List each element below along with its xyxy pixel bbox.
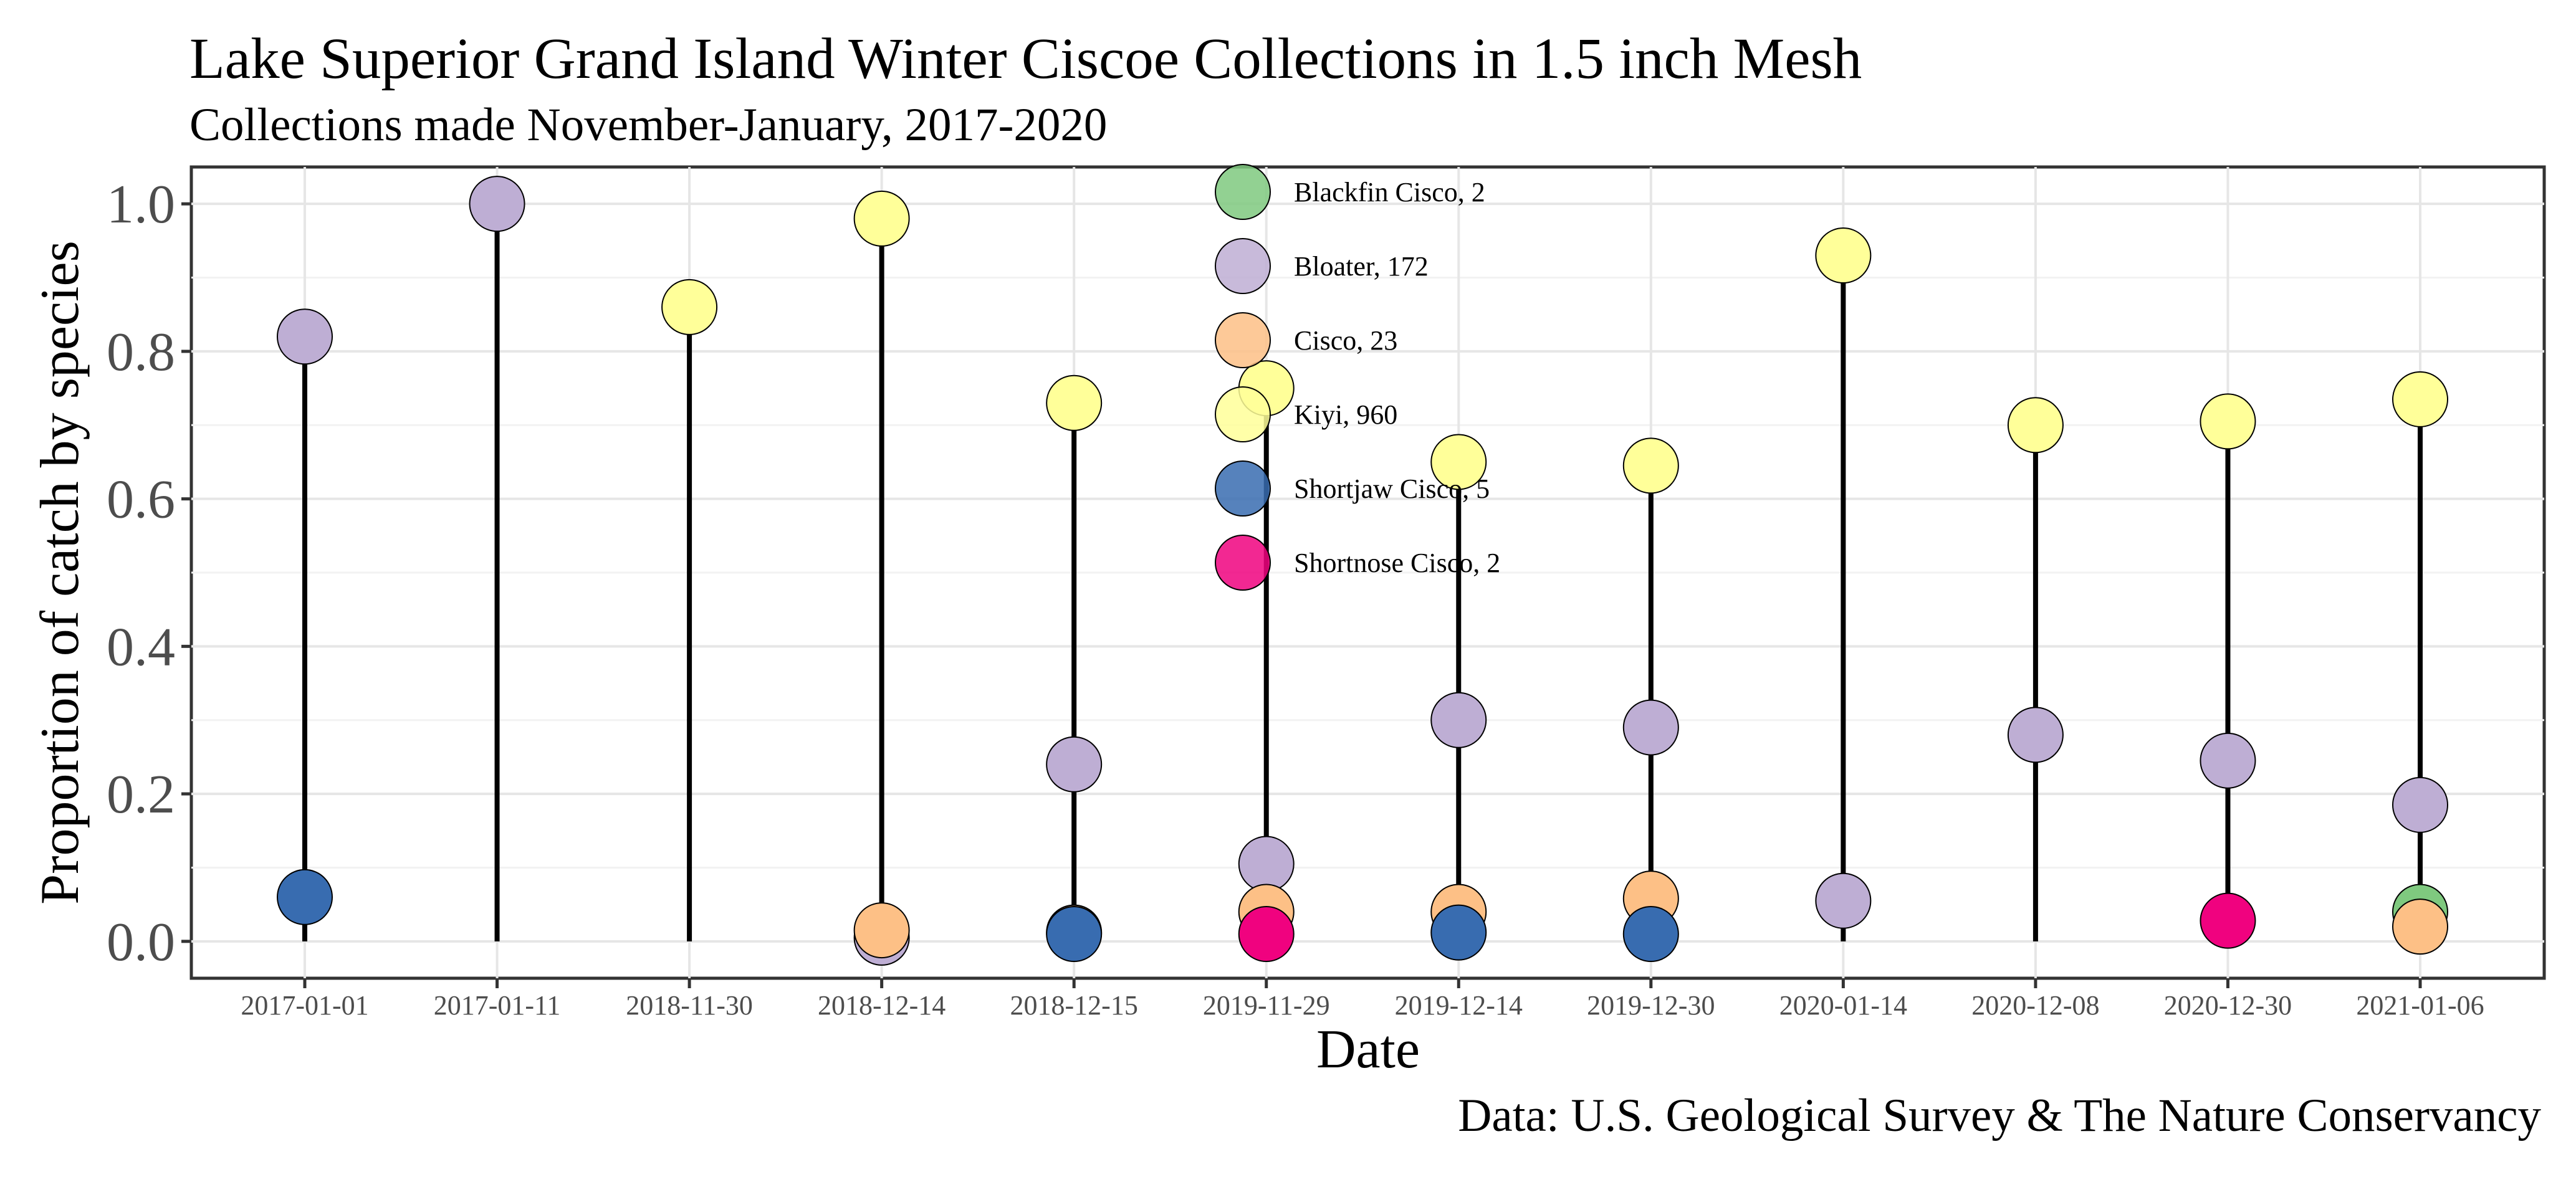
legend-key (1215, 460, 1271, 517)
data-point (1815, 227, 1872, 284)
y-tick-label: 0.6 (107, 470, 175, 530)
legend-label: Cisco, 23 (1294, 325, 1397, 356)
chart-caption: Data: U.S. Geological Survey & The Natur… (1458, 1090, 2541, 1141)
legend-label: Shortnose Cisco, 2 (1294, 548, 1500, 578)
x-tick-label: 2019-11-29 (1203, 990, 1330, 1021)
x-tick-label: 2021-01-06 (2356, 990, 2484, 1021)
x-tick-label: 2019-12-30 (1587, 990, 1715, 1021)
data-point (2200, 732, 2256, 789)
data-point (2392, 776, 2448, 833)
y-tick-label: 0.2 (107, 765, 175, 825)
x-tick-label: 2020-12-30 (2164, 990, 2292, 1021)
data-point (1238, 836, 1295, 892)
data-point (1430, 692, 1487, 748)
legend-key (1215, 535, 1271, 591)
data-point (1046, 374, 1103, 431)
x-axis-ticks: 2017-01-01 2017-01-11 2018-11-30 2018-12-14… (241, 978, 2484, 1021)
legend-key (1215, 164, 1271, 220)
points (277, 176, 2448, 966)
x-tick-label: 2017-01-01 (241, 990, 368, 1021)
legend-label: Bloater, 172 (1294, 251, 1429, 282)
data-point (277, 869, 333, 925)
data-point (1046, 736, 1103, 793)
data-point (853, 902, 910, 959)
data-point (1815, 872, 1872, 929)
x-tick-label: 2017-01-11 (434, 990, 561, 1021)
data-point (1622, 699, 1679, 756)
data-point (469, 176, 525, 232)
chart-subtitle: Collections made November-January, 2017-… (189, 99, 1107, 151)
x-tick-label: 2018-11-30 (626, 990, 753, 1021)
y-tick-label: 0.4 (107, 617, 175, 677)
data-point (1238, 905, 1295, 962)
x-tick-label: 2019-12-14 (1395, 990, 1523, 1021)
data-point (1046, 905, 1103, 962)
legend-key (1215, 386, 1271, 442)
legend-label: Kiyi, 960 (1294, 399, 1397, 430)
chart-title: Lake Superior Grand Island Winter Ciscoe… (189, 27, 1862, 91)
data-point (2007, 707, 2064, 763)
data-point (2392, 371, 2448, 427)
data-point (853, 190, 910, 247)
y-axis-ticks: 0.0 0.2 0.4 0.6 0.8 1.0 (107, 174, 191, 973)
x-tick-label: 2020-12-08 (1971, 990, 2099, 1021)
legend-label: Blackfin Cisco, 2 (1294, 177, 1485, 207)
legend: Blackfin Cisco, 2 Bloater, 172 Cisco, 23 Ki… (1215, 164, 1500, 591)
x-tick-label: 2018-12-14 (818, 990, 946, 1021)
x-axis-label: Date (1316, 1019, 1420, 1080)
y-axis-label: Proportion of catch by species (30, 241, 90, 905)
legend-key (1215, 238, 1271, 294)
legend-key (1215, 312, 1271, 368)
x-tick-label: 2018-12-15 (1010, 990, 1138, 1021)
data-point (1622, 437, 1679, 494)
y-tick-label: 0.8 (107, 322, 175, 383)
data-point (1430, 904, 1487, 961)
data-point (277, 308, 333, 365)
legend-label: Shortjaw Cisco, 5 (1294, 474, 1490, 504)
y-tick-label: 0.0 (107, 912, 175, 973)
data-point (1430, 434, 1487, 490)
x-tick-label: 2020-01-14 (1779, 990, 1907, 1021)
y-tick-label: 1.0 (107, 174, 175, 235)
data-point (2200, 892, 2256, 949)
data-point (2392, 898, 2448, 955)
data-point (1622, 905, 1679, 962)
data-point (2200, 393, 2256, 450)
data-point (2007, 397, 2064, 454)
data-point (661, 279, 718, 335)
